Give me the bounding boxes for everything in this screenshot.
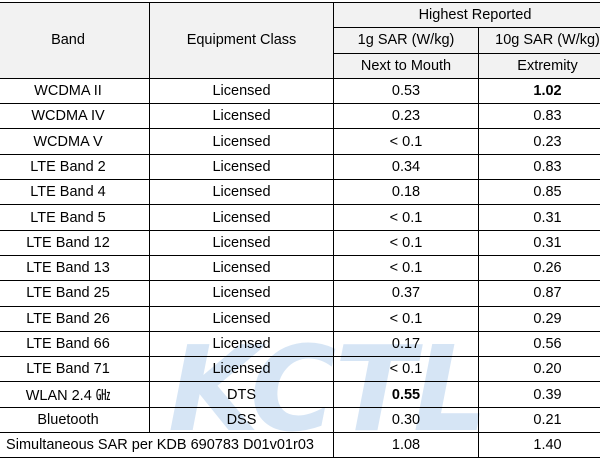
band-cell: LTE Band 2: [0, 153, 150, 181]
band-cell: LTE Band 5: [0, 204, 150, 231]
class-cell: Licensed: [149, 153, 334, 181]
band-cell: LTE Band 71: [0, 356, 150, 383]
class-cell: Licensed: [149, 77, 334, 105]
table-row: LTE Band 2 Licensed 0.34 0.83: [0, 153, 600, 181]
sar-1g-cell: 0.17: [333, 330, 479, 358]
header-1g-sar: 1g SAR (W/kg): [333, 27, 479, 54]
table-row: LTE Band 4 Licensed 0.18 0.85: [0, 179, 600, 206]
sar-1g-cell: 0.23: [333, 103, 479, 130]
summary-label: Simultaneous SAR per KDB 690783 D01v01r0…: [0, 432, 334, 459]
header-equipment-class: Equipment Class: [149, 2, 334, 79]
sar-1g-cell: < 0.1: [333, 204, 479, 231]
band-cell: LTE Band 12: [0, 229, 150, 256]
sar-1g-cell: < 0.1: [333, 229, 479, 256]
class-cell: Licensed: [149, 204, 334, 231]
sar-10g-cell: 1.02: [478, 77, 600, 105]
table-header: Band Equipment Class Highest Reported 1g…: [0, 1, 600, 79]
class-cell: Licensed: [149, 254, 334, 282]
table-row: LTE Band 66 Licensed 0.17 0.56: [0, 330, 600, 358]
sar-1g-cell: 0.34: [333, 153, 479, 181]
sar-10g-cell: 0.29: [478, 305, 600, 332]
sar-1g-cell: < 0.1: [333, 128, 479, 155]
table-row: LTE Band 12 Licensed < 0.1 0.31: [0, 229, 600, 256]
table-row: LTE Band 5 Licensed < 0.1 0.31: [0, 204, 600, 231]
table-row: WCDMA IV Licensed 0.23 0.83: [0, 103, 600, 130]
summary-row: Simultaneous SAR per KDB 690783 D01v01r0…: [0, 432, 600, 459]
sar-1g-cell: 0.37: [333, 280, 479, 307]
table-body: WCDMA II Licensed 0.53 1.02 WCDMA IV Lic…: [0, 77, 600, 459]
band-cell: WLAN 2.4 ㎓: [0, 381, 150, 408]
class-cell: Licensed: [149, 229, 334, 256]
sar-10g-cell: 0.21: [478, 406, 600, 434]
sar-10g-cell: 0.56: [478, 330, 600, 358]
sar-10g-cell: 0.20: [478, 356, 600, 383]
class-cell: Licensed: [149, 280, 334, 307]
table-row: LTE Band 13 Licensed < 0.1 0.26: [0, 254, 600, 282]
summary-sar-1g: 1.08: [333, 432, 479, 459]
band-cell: LTE Band 25: [0, 280, 150, 307]
header-highest-reported: Highest Reported: [333, 1, 600, 29]
sar-1g-cell: 0.18: [333, 179, 479, 206]
sar-10g-cell: 0.83: [478, 153, 600, 181]
sar-10g-cell: 0.23: [478, 128, 600, 155]
band-cell: WCDMA V: [0, 128, 150, 155]
class-cell: Licensed: [149, 356, 334, 383]
summary-sar-10g: 1.40: [478, 432, 600, 459]
sar-10g-cell: 0.31: [478, 204, 600, 231]
sar-1g-cell: < 0.1: [333, 356, 479, 383]
sar-1g-cell: < 0.1: [333, 305, 479, 332]
band-cell: LTE Band 13: [0, 254, 150, 282]
sar-10g-cell: 0.85: [478, 179, 600, 206]
table-row: LTE Band 26 Licensed < 0.1 0.29: [0, 305, 600, 332]
header-next-to-mouth: Next to Mouth: [333, 52, 479, 79]
sar-1g-cell: 0.30: [333, 406, 479, 434]
class-cell: Licensed: [149, 330, 334, 358]
table-row: WCDMA V Licensed < 0.1 0.23: [0, 128, 600, 155]
table-row: Bluetooth DSS 0.30 0.21: [0, 406, 600, 434]
header-10g-sar: 10g SAR (W/kg): [478, 27, 600, 54]
band-cell: WCDMA IV: [0, 103, 150, 130]
sar-1g-cell: 0.55: [333, 381, 479, 408]
table-row: LTE Band 71 Licensed < 0.1 0.20: [0, 356, 600, 383]
table-row: LTE Band 25 Licensed 0.37 0.87: [0, 280, 600, 307]
class-cell: DSS: [149, 406, 334, 434]
sar-10g-cell: 0.87: [478, 280, 600, 307]
class-cell: Licensed: [149, 305, 334, 332]
band-cell: LTE Band 26: [0, 305, 150, 332]
band-cell: LTE Band 4: [0, 179, 150, 206]
sar-10g-cell: 0.26: [478, 254, 600, 282]
sar-10g-cell: 0.39: [478, 381, 600, 408]
table-row: WCDMA II Licensed 0.53 1.02: [0, 77, 600, 105]
sar-1g-cell: < 0.1: [333, 254, 479, 282]
class-cell: Licensed: [149, 128, 334, 155]
header-extremity: Extremity: [478, 52, 600, 79]
header-band: Band: [0, 2, 150, 79]
class-cell: Licensed: [149, 103, 334, 130]
class-cell: Licensed: [149, 179, 334, 206]
class-cell: DTS: [149, 381, 334, 408]
band-cell: WCDMA II: [0, 77, 150, 105]
table-row: WLAN 2.4 ㎓ DTS 0.55 0.39: [0, 381, 600, 408]
sar-10g-cell: 0.83: [478, 103, 600, 130]
band-cell: LTE Band 66: [0, 330, 150, 358]
band-cell: Bluetooth: [0, 406, 150, 434]
sar-1g-cell: 0.53: [333, 77, 479, 105]
sar-10g-cell: 0.31: [478, 229, 600, 256]
